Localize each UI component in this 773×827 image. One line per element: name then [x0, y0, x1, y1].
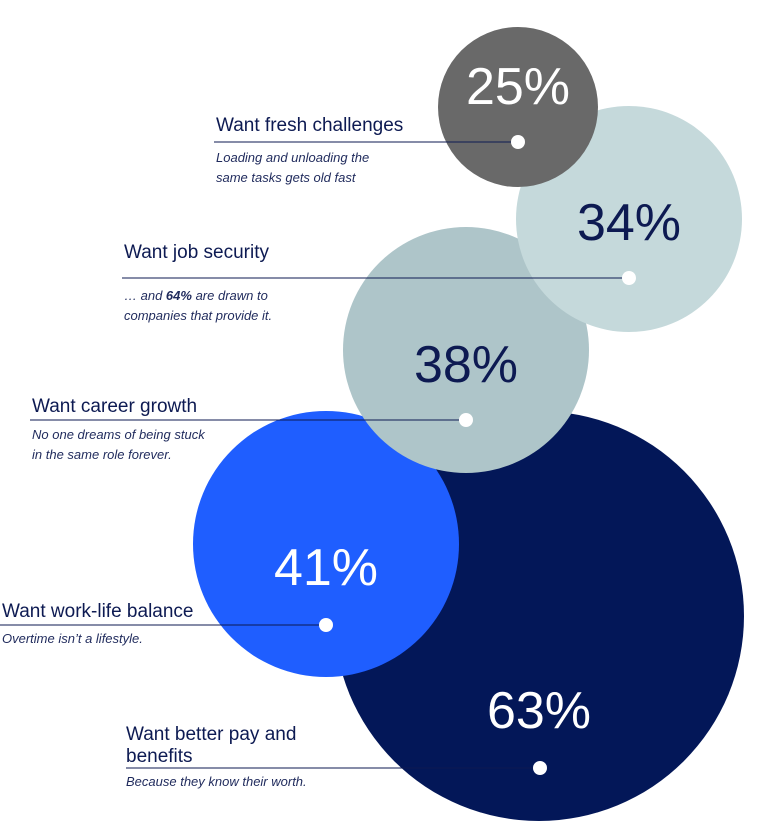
bubble-circle	[438, 27, 598, 187]
category-description: Loading and unloading the	[216, 150, 369, 165]
bubbles-layer: 63% 41% 38% 34% 25%	[193, 27, 744, 821]
bubble-value-label: 38%	[414, 336, 518, 394]
bubble-value-label: 34%	[577, 194, 681, 252]
category-heading: benefits	[126, 746, 193, 767]
bubble-38: 38%	[343, 227, 589, 473]
category-heading: Want job security	[124, 242, 270, 263]
leader-dot	[459, 413, 473, 427]
category-heading: Want career growth	[32, 396, 197, 417]
category-description: companies that provide it.	[124, 308, 272, 323]
category-description: in the same role forever.	[32, 447, 172, 462]
bubble-value-label: 63%	[487, 682, 591, 740]
bubble-25: 25%	[438, 27, 598, 187]
leader-dot	[319, 618, 333, 632]
bubble-value-label: 25%	[466, 58, 570, 116]
leader-dot	[533, 761, 547, 775]
category-description: Overtime isn’t a lifestyle.	[2, 631, 143, 646]
bubble-value-label: 41%	[274, 539, 378, 597]
category-heading: Want fresh challenges	[216, 115, 403, 136]
leader-dot	[622, 271, 636, 285]
bubble-circle	[193, 411, 459, 677]
category-heading: Want better pay and	[126, 724, 296, 745]
leader-dot	[511, 135, 525, 149]
bubble-circle	[343, 227, 589, 473]
category-description: No one dreams of being stuck	[32, 427, 206, 442]
bubble-41: 41%	[193, 411, 459, 677]
category-description: Because they know their worth.	[126, 774, 307, 789]
category-description: same tasks gets old fast	[216, 170, 357, 185]
category-description: … and 64% are drawn to	[124, 288, 268, 303]
category-heading: Want work-life balance	[2, 601, 193, 622]
